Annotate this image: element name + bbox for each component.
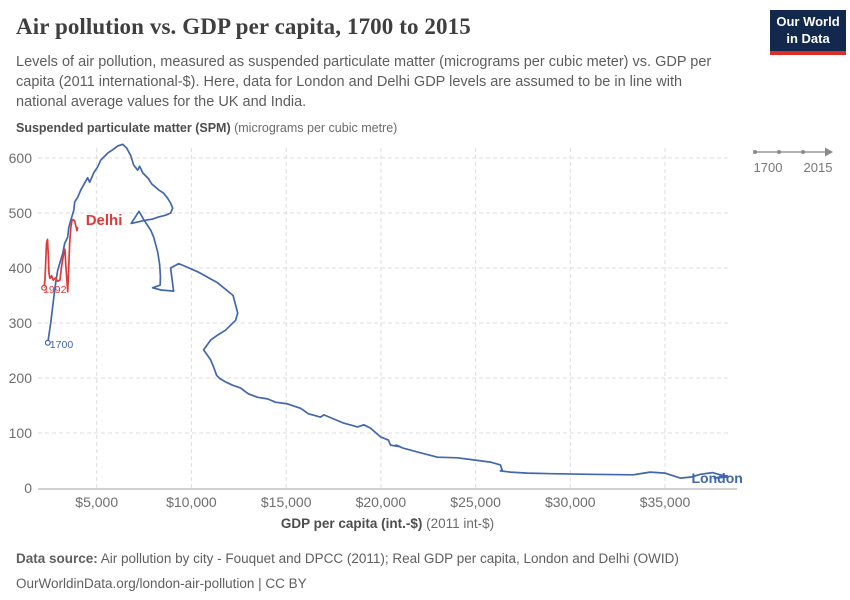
owid-logo-line1: Our World	[776, 14, 840, 29]
london-series-label[interactable]: London	[692, 470, 743, 486]
y-tick-label: 0	[24, 480, 32, 496]
chart-footer: Data source: Air pollution by city - Fou…	[16, 546, 816, 596]
x-tick-label: $15,000	[261, 494, 312, 510]
x-tick-label: $20,000	[356, 494, 407, 510]
data-source-text: Air pollution by city - Fouquet and DPCC…	[97, 551, 679, 566]
x-tick-label: $25,000	[450, 494, 501, 510]
london-start-year-label: 1700	[50, 339, 74, 351]
london-start-marker	[44, 339, 51, 346]
data-source-label: Data source:	[16, 551, 98, 566]
y-tick-label: 100	[9, 425, 33, 441]
y-tick-label: 200	[9, 370, 33, 386]
owid-logo-line2: in Data	[786, 30, 830, 46]
timeline-end-label: 2015	[804, 160, 833, 175]
x-axis-title-main: GDP per capita (int.-$)	[280, 516, 423, 531]
x-tick-label: $10,000	[166, 494, 217, 510]
timeline-arrow-icon	[825, 147, 833, 157]
license-line: OurWorldinData.org/london-air-pollution …	[16, 576, 307, 591]
y-tick-label: 400	[9, 260, 33, 276]
delhi-series-label[interactable]: Delhi	[86, 212, 123, 229]
x-axis-title: GDP per capita (int.-$) (2011 int-$)	[38, 516, 737, 531]
x-axis-title-note: (2011 int-$)	[422, 516, 495, 531]
delhi-line-series[interactable]	[43, 218, 79, 293]
y-axis-title: Suspended particulate matter (SPM) (micr…	[16, 121, 397, 135]
x-tick-label: $5,000	[75, 494, 118, 510]
timeline-dot	[753, 150, 757, 154]
y-tick-label: 600	[9, 150, 33, 166]
page-title: Air pollution vs. GDP per capita, 1700 t…	[16, 14, 471, 39]
chart-plot-area: 0 100 200 300 400 500 600 $5,000 $10,000 $15,000 $…	[9, 143, 833, 510]
data-source-line: Data source: Air pollution by city - Fou…	[16, 546, 816, 571]
delhi-start-marker	[41, 284, 48, 291]
x-tick-label: $30,000	[545, 494, 596, 510]
y-axis-title-main: Suspended particulate matter (SPM)	[16, 121, 231, 135]
y-axis-title-note: (micrograms per cubic metre)	[230, 121, 398, 135]
london-line-series[interactable]	[46, 143, 729, 479]
timeline-dot	[777, 150, 781, 154]
timeline-dot	[801, 150, 805, 154]
y-tick-label: 300	[9, 315, 33, 331]
timeline-start-label: 1700	[754, 160, 783, 175]
y-tick-label: 500	[9, 205, 33, 221]
x-tick-label: $35,000	[640, 494, 691, 510]
owid-logo[interactable]: Our World in Data	[770, 10, 846, 55]
page-subtitle: Levels of air pollution, measured as sus…	[16, 54, 712, 110]
delhi-start-year-label: 1992	[43, 284, 67, 296]
